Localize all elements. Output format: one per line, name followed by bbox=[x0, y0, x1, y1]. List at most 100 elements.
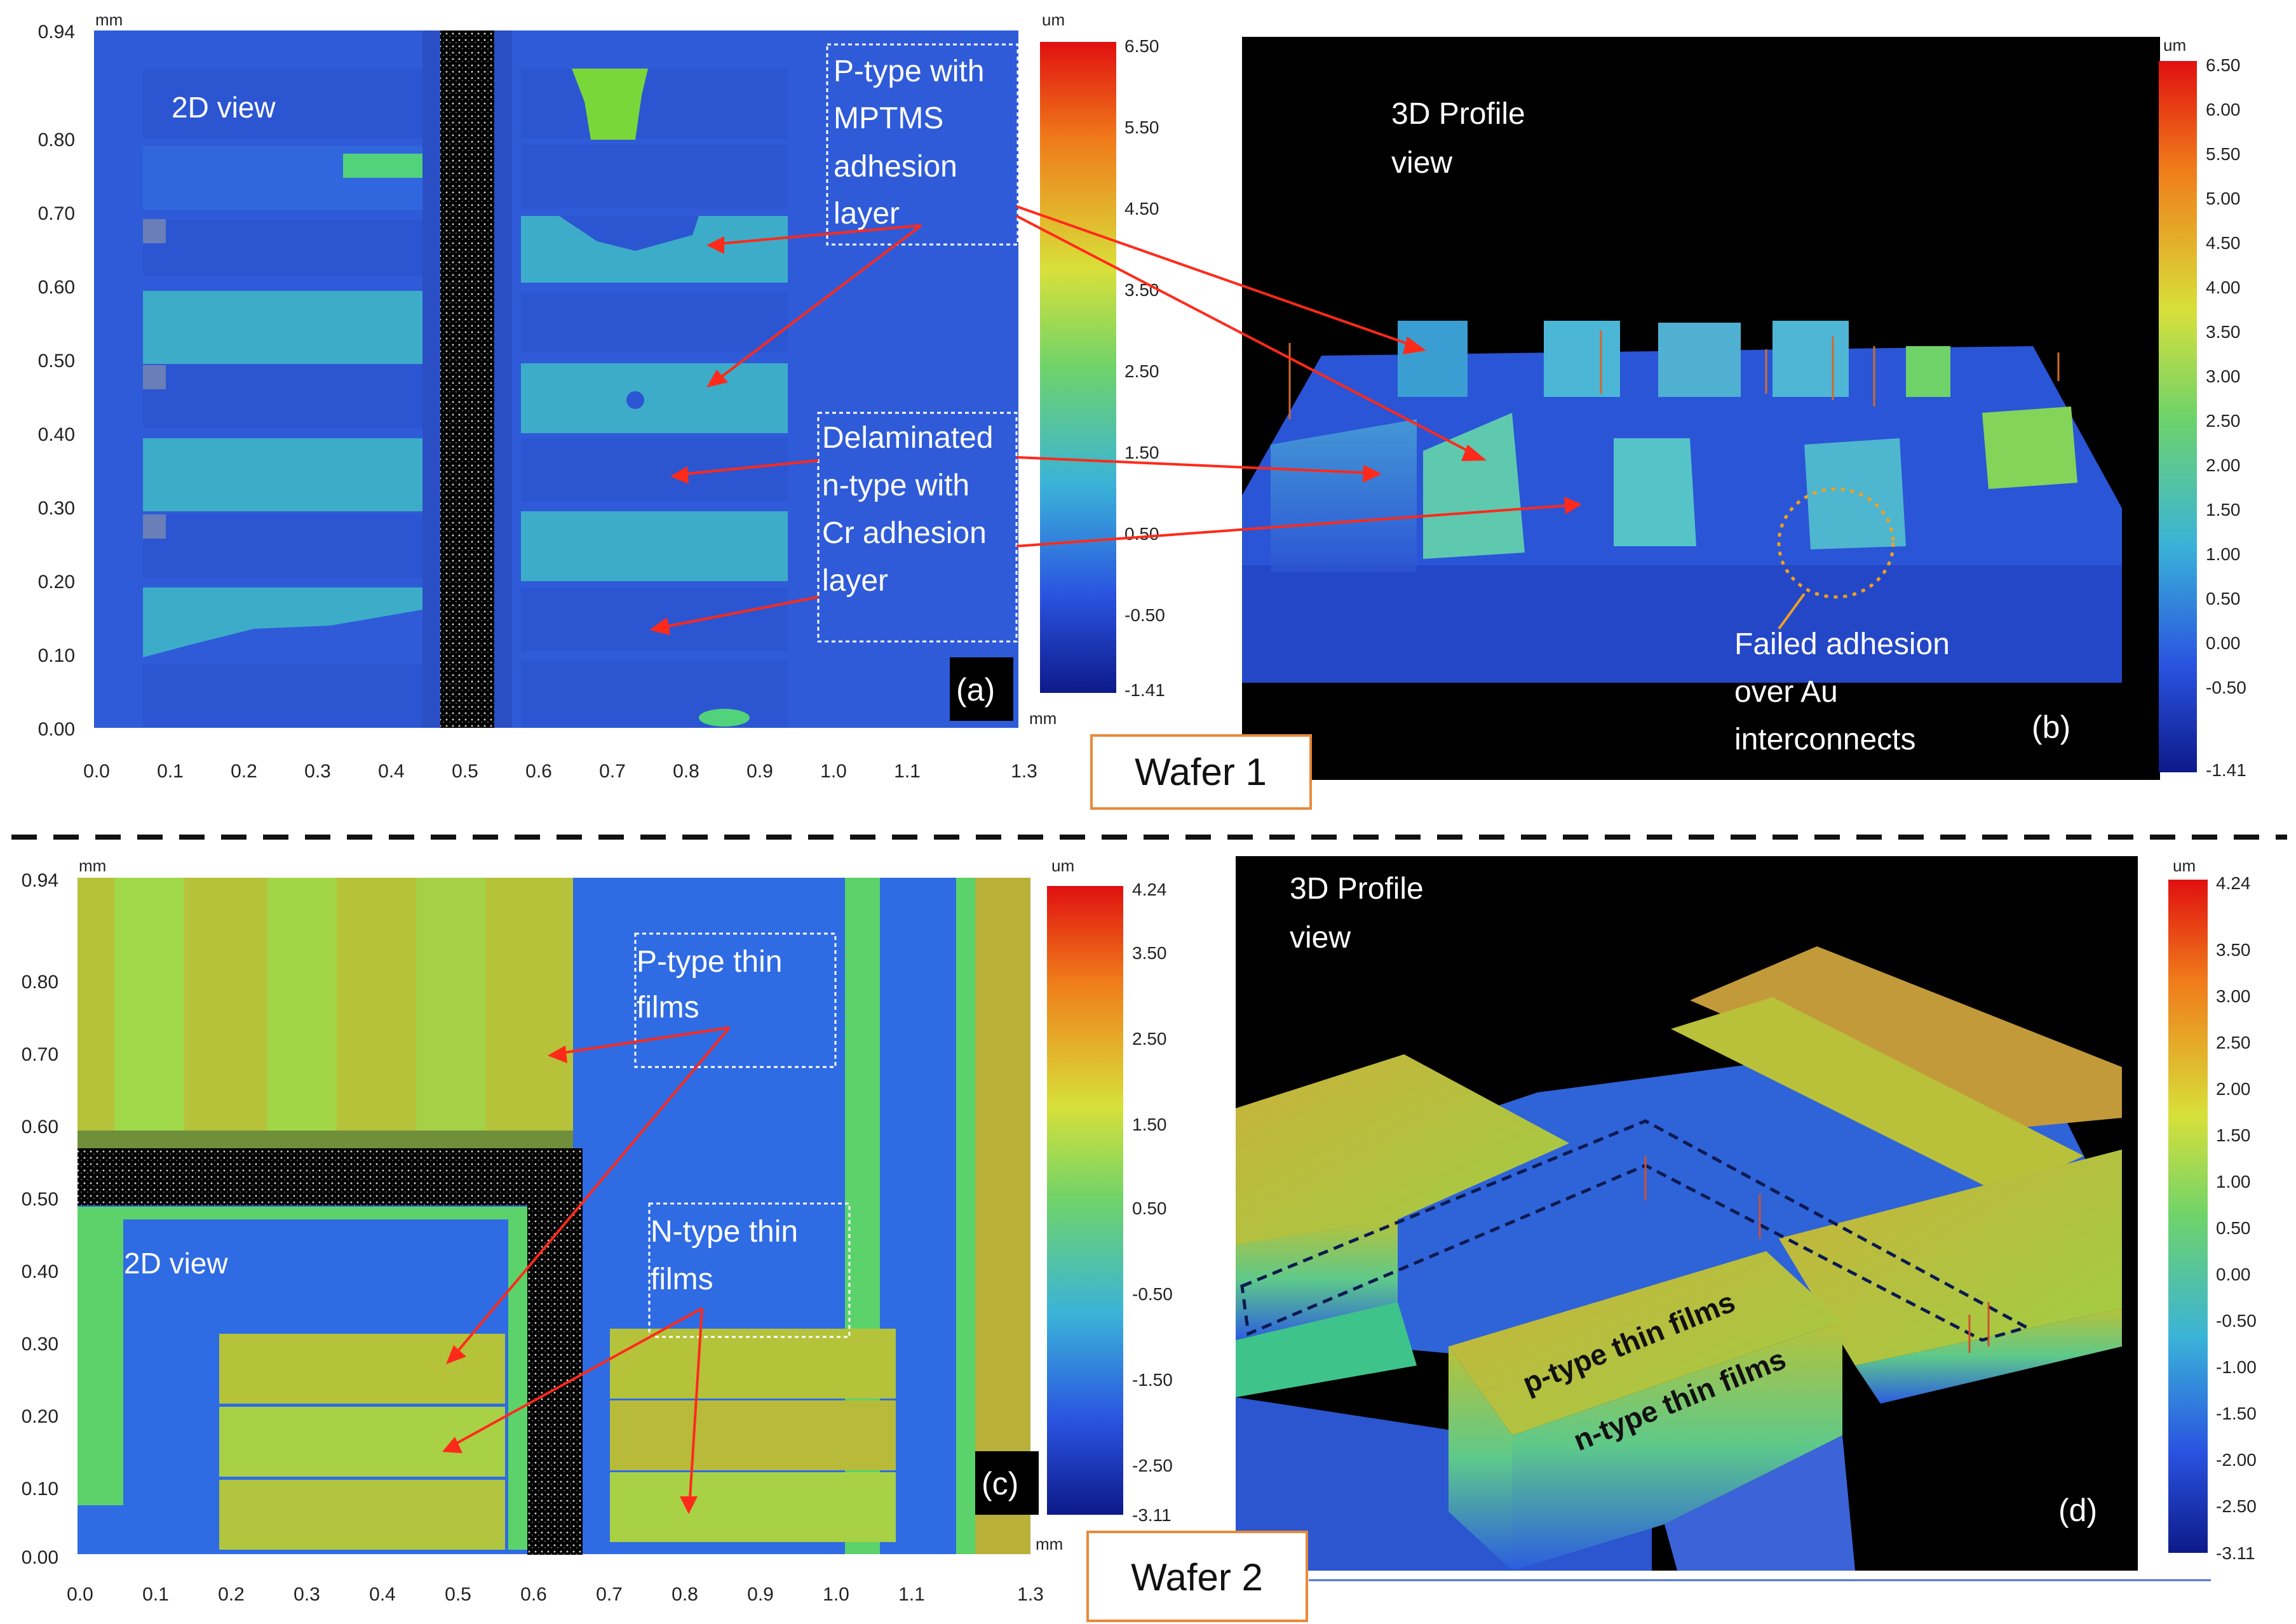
film-block-3d bbox=[1804, 438, 1906, 549]
cb-tick: -0.50 bbox=[1124, 605, 1165, 625]
arrow bbox=[710, 224, 922, 386]
cb-tick: 1.50 bbox=[2206, 500, 2241, 520]
cb-tick: 6.00 bbox=[2206, 100, 2241, 119]
x-tick: 0.7 bbox=[599, 761, 626, 782]
colorbar-d-unit: um bbox=[2173, 856, 2196, 875]
colorbar-d-ticks: 4.24 3.50 3.00 2.50 2.00 1.50 1.00 0.50 … bbox=[2216, 873, 2257, 1563]
cb-tick: 1.50 bbox=[2216, 1125, 2251, 1145]
cb-tick: -1.50 bbox=[2216, 1404, 2257, 1423]
pad bbox=[521, 438, 788, 502]
trench-vertical bbox=[527, 1148, 583, 1555]
cb-tick: 5.00 bbox=[2206, 189, 2241, 208]
fail-annotation-line-3: interconnects bbox=[1734, 723, 1916, 756]
p-annotation-line-4: layer bbox=[834, 197, 900, 231]
p-film-top bbox=[1690, 946, 2122, 1131]
panel-d-tag: (d) bbox=[2058, 1493, 2097, 1528]
alignment-guide bbox=[1240, 1119, 2031, 1342]
film-block bbox=[521, 511, 788, 581]
panel-d-view-label-2: view bbox=[1290, 921, 1351, 955]
failed-adhesion-pointer bbox=[1778, 593, 1806, 630]
y-tick: 0.80 bbox=[22, 972, 58, 993]
panel-d-view-label-1: 3D Profile bbox=[1290, 872, 1424, 906]
film-block-3d bbox=[1982, 406, 2077, 489]
x-tick: 0.1 bbox=[157, 761, 184, 782]
panel-c-y-ticks: 0.94 0.80 0.70 0.60 0.50 0.40 0.30 0.20 … bbox=[22, 870, 58, 1568]
cb-tick: -3.11 bbox=[1132, 1505, 1172, 1525]
p-type-annotation-box bbox=[826, 43, 1019, 246]
pad bbox=[143, 365, 422, 429]
p-film-top-front bbox=[1449, 1251, 1842, 1435]
cb-tick: 1.00 bbox=[2216, 1172, 2251, 1191]
cb-tick: 0.50 bbox=[1132, 1198, 1167, 1218]
defect bbox=[626, 391, 644, 409]
n-annotation-line-2: n-type with bbox=[822, 469, 969, 502]
cb-tick: -2.00 bbox=[2216, 1450, 2257, 1470]
cb-tick: 4.00 bbox=[2206, 278, 2241, 297]
arrow bbox=[1016, 205, 1421, 349]
film-fragment bbox=[699, 709, 750, 727]
arrow bbox=[1016, 456, 1376, 474]
x-tick: 1.0 bbox=[823, 1584, 849, 1605]
cb-tick: -1.41 bbox=[1124, 680, 1165, 700]
colorbar-a-unit: um bbox=[1042, 10, 1065, 29]
panel-a-x-ticks: 0.0 0.1 0.2 0.3 0.4 0.5 0.6 0.7 0.8 0.9 … bbox=[83, 761, 1037, 782]
colorbar-a-ticks: 6.50 5.50 4.50 3.50 2.50 1.50 0.50 -0.50… bbox=[1124, 36, 1165, 700]
delaminated-area bbox=[559, 216, 699, 251]
x-tick: 0.8 bbox=[672, 1584, 698, 1605]
pad-edge bbox=[143, 365, 166, 389]
wafer-1-label: Wafer 1 bbox=[1135, 751, 1267, 793]
film-block-3d bbox=[1773, 321, 1849, 397]
fail-annotation-line-2: over Au bbox=[1734, 675, 1838, 709]
arrowhead bbox=[706, 370, 728, 387]
arrow bbox=[450, 1026, 731, 1360]
pad bbox=[143, 69, 422, 138]
x-tick: 0.3 bbox=[294, 1584, 320, 1605]
cb-tick: -0.50 bbox=[2216, 1311, 2257, 1331]
trench-horizontal bbox=[78, 1148, 583, 1205]
x-tick: 0.3 bbox=[304, 761, 331, 782]
n-annotation-line-4: layer bbox=[822, 564, 888, 598]
pad bbox=[521, 145, 788, 208]
x-tick: 0.4 bbox=[378, 761, 405, 782]
c-p-label-2: films bbox=[637, 991, 699, 1024]
cb-tick: 1.00 bbox=[2206, 544, 2241, 564]
cb-tick: 3.50 bbox=[1132, 943, 1167, 963]
y-tick: 0.60 bbox=[22, 1117, 58, 1137]
cb-tick: -2.50 bbox=[2216, 1496, 2257, 1516]
x-tick: 0.9 bbox=[747, 1584, 774, 1605]
failed-adhesion-circle bbox=[1777, 487, 1895, 599]
cb-tick: 2.50 bbox=[2206, 411, 2241, 431]
x-tick: 0.9 bbox=[746, 761, 773, 782]
c-n-label-1: N-type thin bbox=[651, 1215, 798, 1249]
cb-tick: -0.50 bbox=[2206, 678, 2246, 697]
y-tick: 0.80 bbox=[38, 130, 75, 151]
x-tick: 0.0 bbox=[83, 761, 110, 782]
cb-tick: 3.00 bbox=[2206, 366, 2241, 386]
film-wall bbox=[1665, 1435, 1855, 1571]
panel-a: P-type with MPTMS adhesion layer Delamin… bbox=[38, 10, 1165, 782]
arrow bbox=[688, 1308, 703, 1509]
y-tick: 0.40 bbox=[22, 1261, 58, 1282]
pad bbox=[343, 154, 429, 178]
cb-tick: 0.00 bbox=[2206, 633, 2241, 653]
y-tick: 0.10 bbox=[38, 645, 75, 666]
x-tick: 0.7 bbox=[596, 1584, 623, 1605]
film-block bbox=[143, 587, 422, 657]
cb-tick: -1.41 bbox=[2206, 760, 2246, 780]
film-block-3d bbox=[1906, 346, 1950, 397]
film-block bbox=[143, 438, 422, 511]
colorbar-b bbox=[2159, 61, 2197, 772]
film-block-3d bbox=[1544, 321, 1620, 397]
cb-tick: 5.50 bbox=[2206, 144, 2241, 164]
cb-tick: -3.11 bbox=[2216, 1543, 2255, 1563]
arrowhead bbox=[670, 466, 689, 484]
arrowhead bbox=[1403, 337, 1426, 354]
colorbar-b-ticks: 6.50 6.00 5.50 5.00 4.50 4.00 3.50 3.00 … bbox=[2206, 55, 2246, 780]
n-type-annotation-box bbox=[817, 412, 1018, 643]
panel-c: P-type thin films N-type thin films 2D v… bbox=[22, 856, 1173, 1605]
film-block bbox=[521, 363, 788, 433]
cb-tick: -2.50 bbox=[1132, 1456, 1173, 1475]
film-block-3d bbox=[1398, 321, 1468, 397]
pad bbox=[143, 219, 422, 276]
c-p-label-1: P-type thin bbox=[637, 945, 782, 979]
